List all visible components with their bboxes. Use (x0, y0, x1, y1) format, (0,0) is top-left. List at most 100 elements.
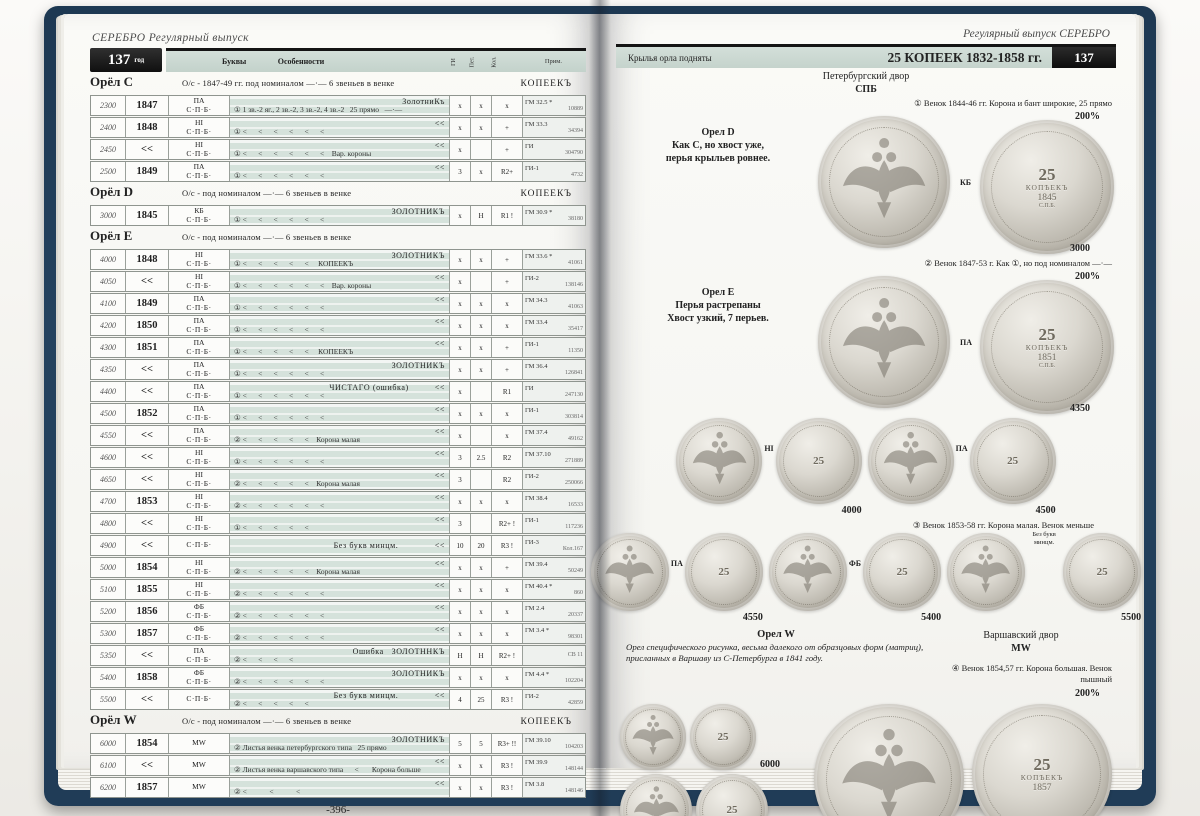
mintmaster-label: НІ (764, 444, 774, 453)
grade-col-pet (470, 140, 491, 159)
catalog-row: 5300 1857 ФБ С·П·Б· << ② < < < < < < x x x… (90, 623, 586, 644)
figure-note: ① Венок 1844-46 гг. Корона и бант широки… (914, 98, 1112, 108)
rarity-cell: R3 ! (491, 756, 522, 775)
mint-mark: MW (1011, 643, 1031, 654)
year-cell: << (125, 646, 168, 665)
catalog-row: 5200 1856 ФБ С·П·Б· << ② < < < < < < x x x… (90, 601, 586, 622)
mintmark-cell: НІ С·П·Б· (168, 118, 229, 137)
catalog-row: 4400 << ПА С·П·Б· ЧИСТАГО (ошибка) << ① < … (90, 381, 586, 402)
year-cell: 1847 (125, 96, 168, 115)
grade-col-pet (470, 470, 491, 489)
price-cell: 4300 (100, 343, 116, 352)
catalog-row: 5100 1855 НІ С·П·Б· << ② < < < < < < x x x… (90, 579, 586, 600)
catalog-row: 5000 1854 НІ С·П·Б· << ② < < < < < Корона … (90, 557, 586, 578)
features-cell: << ① < < < < < < (229, 162, 449, 181)
section-description: О/с - под номиналом —·— 6 звеньев в венк… (182, 232, 352, 242)
coin-row-4550-5500: ПА 25 4550 ФБ 25 5400 Без букв минцм. 25… (590, 531, 1142, 623)
grade-col-pet: x (470, 778, 491, 797)
grade-col-gi: 3 (449, 470, 470, 489)
double-eagle-icon (961, 545, 1011, 594)
coin-pair: Без букв минцм. 25 5500 (947, 531, 1142, 623)
col-notes: Прим. (544, 58, 562, 65)
price-cell: 5100 (100, 585, 116, 594)
wing-type-label: Крылья орла подняты (628, 52, 712, 63)
book-spread: СЕРЕБРО Регулярный выпуск 137 год Особен… (64, 14, 1142, 816)
grade-col-gi: Н (449, 646, 470, 665)
coin-reverse: 25 (1063, 533, 1142, 611)
features-cell: ЗОЛОТНИКЪ ② < < < < < < (229, 668, 449, 687)
grade-col-gi: x (449, 360, 470, 379)
mintmark-cell: ФБ С·П·Б· (168, 668, 229, 687)
rarity-cell: x (491, 316, 522, 335)
features-cell: << ② Листья венка варшавского типа < Коро… (229, 756, 449, 775)
table-header-bar: Особенности Буквы ГИ Пет. Кол. Прим. (166, 48, 586, 72)
grade-col-pet: x (470, 360, 491, 379)
coin-pair: 25 6000 (620, 704, 810, 771)
year-cell: 1848 (125, 250, 168, 269)
year-cell: 1857 (125, 778, 168, 797)
grade-col-pet (470, 426, 491, 445)
price-label: 5400 (921, 612, 942, 623)
year-cell: << (125, 382, 168, 401)
mintmark-cell: НІ С·П·Б· (168, 558, 229, 577)
year-cell: << (125, 272, 168, 291)
double-eagle-icon (842, 137, 926, 219)
features-cell: Без букв минцм. << ② < < < < < (229, 690, 449, 709)
grade-col-gi: 4 (449, 690, 470, 709)
figure-orel-e: ② Венок 1847-53 г. Как ①, но под номинал… (616, 256, 1116, 416)
grade-col-gi: x (449, 404, 470, 423)
rarity-cell: + (491, 140, 522, 159)
coin-reverse: 25 (696, 774, 768, 816)
features-cell: << ① < < < < < (229, 514, 449, 533)
reference-cell: ГМ 30.9 * 38180 (522, 206, 585, 225)
rarity-cell: R2 (491, 448, 522, 467)
mintmark-cell: ФБ С·П·Б· (168, 624, 229, 643)
rarity-cell: + (491, 272, 522, 291)
year-cell: 1855 (125, 580, 168, 599)
price-cell: 3000 (100, 211, 116, 220)
rarity-cell: + (491, 250, 522, 269)
year-cell: 1849 (125, 162, 168, 181)
catalog-row: 4900 << С·П·Б· Без букв минцм. << 10 20 … (90, 535, 586, 556)
mintmark-cell: MW (168, 756, 229, 775)
grade-col-gi: x (449, 624, 470, 643)
running-head-right: Регулярный выпуск СЕРЕБРО (963, 28, 1110, 40)
reference-cell: ГИ-2 42859 (522, 690, 585, 709)
coin-pair: ПА 25 4500 (867, 418, 1056, 516)
grade-col-gi: x (449, 778, 470, 797)
catalog-row: 5350 << ПА С·П·Б· Ошибка ЗОЛОТННКЪ ② < < <… (90, 645, 586, 666)
chapter-number: 137 (1052, 47, 1116, 68)
features-cell: << ② < < < < < Корона малая (229, 558, 449, 577)
reference-cell: ГИ-2 250066 (522, 470, 585, 489)
grade-col-pet: x (470, 624, 491, 643)
mintmark-cell: НІ С·П·Б· (168, 514, 229, 533)
price-label: 5500 (1121, 612, 1142, 623)
rarity-cell: R3 ! (491, 690, 522, 709)
mintmark-cell: С·П·Б· (168, 536, 229, 555)
year-cell: << (125, 536, 168, 555)
features-cell: << ② < < < < < Корона малая (229, 470, 449, 489)
catalog-row: 2500 1849 ПА С·П·Б· << ① < < < < < < 3 x R… (90, 161, 586, 182)
mintmark-cell: НІ С·П·Б· (168, 272, 229, 291)
grade-col-gi: x (449, 426, 470, 445)
price-cell: 4100 (100, 299, 116, 308)
features-cell: << ① < < < < < < Вар. короны (229, 272, 449, 291)
rarity-cell: R3+ !! (491, 734, 522, 753)
features-cell: << ② < < < < < < (229, 580, 449, 599)
mintmark-cell: НІ С·П·Б· (168, 250, 229, 269)
coin-obverse (818, 276, 950, 408)
grade-col-pet: 20 (470, 536, 491, 555)
reference-cell: ГМ 36.4 126841 (522, 360, 585, 379)
grade-col-gi: x (449, 756, 470, 775)
reference-cell: ГМ 33.6 * 41061 (522, 250, 585, 269)
coin-obverse (818, 116, 950, 248)
rarity-cell: x (491, 404, 522, 423)
price-cell: 5400 (100, 673, 116, 682)
price-label: 3000 (1070, 243, 1090, 254)
mintmark-cell: ПА С·П·Б· (168, 294, 229, 313)
denomination-title: 25 КОПЕЕК 1832-1858 гг. (887, 49, 1043, 65)
features-cell: << ① < < < < < < (229, 316, 449, 335)
price-cell: 6200 (100, 783, 116, 792)
catalog-row: 3000 1845 КБ С·П·Б· ЗОЛОТНИКЪ ① < < < < < … (90, 205, 586, 226)
year-cell: << (125, 426, 168, 445)
